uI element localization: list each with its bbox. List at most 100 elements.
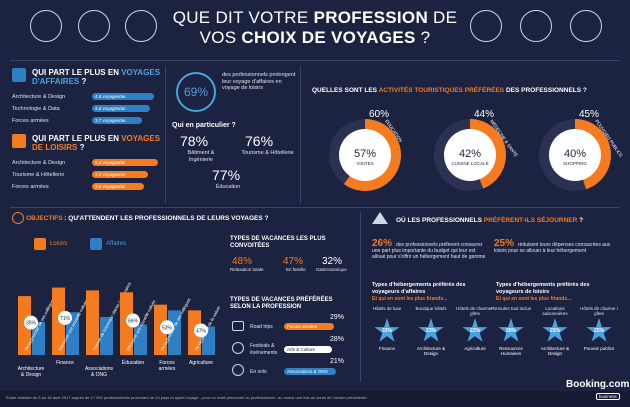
vacances-label: Relaxation totale xyxy=(230,267,264,272)
accommodation-pct: 22% xyxy=(469,328,480,334)
accommodation-type: Locations saisonnières xyxy=(542,306,568,316)
prolong-item-label: Éducation xyxy=(215,184,241,190)
accommodation-pct: 25% xyxy=(593,328,604,334)
palm-icon xyxy=(12,134,26,148)
bar-loisirs xyxy=(86,290,99,355)
prolong-text: des professionnels prolongent leur voyag… xyxy=(222,72,296,91)
sejour-stat2-value: 25% xyxy=(494,238,515,249)
bar-pct-circle xyxy=(24,315,38,330)
accommodation-type: Hôtels de luxe xyxy=(372,306,402,311)
row-label: Architecture & Design xyxy=(12,160,66,166)
vacances-row-label: Festivals & événements xyxy=(250,343,278,356)
lei-heading: Types d'hébergements préférés des voyage… xyxy=(496,282,590,295)
donut-outer-value: 60% xyxy=(369,109,389,120)
affaires-heading: QUI PART LE PLUS EN VOYAGES D'AFFAIRES ? xyxy=(32,68,161,86)
row-label: Forces armées xyxy=(12,184,49,190)
bar-category: Associations xyxy=(85,366,114,372)
vacances-row-value: 29% xyxy=(330,314,345,321)
vacances-label: En famille xyxy=(286,267,306,272)
donut-inner-label: CUISINE LOCALE xyxy=(451,161,488,166)
prolong-item-label: Bâtiment & Ingénierie xyxy=(187,150,215,163)
solo-icon xyxy=(232,364,244,376)
accommodation-item: Hôtels de charme / gîtes 22% Agriculture xyxy=(454,306,496,351)
bar-category: Éducation xyxy=(122,359,144,366)
bar-pct: 66% xyxy=(128,319,139,325)
star-icon: 23% xyxy=(418,318,444,342)
vacances-row-tag: Arts & Culture xyxy=(284,346,332,353)
car-icon xyxy=(232,321,244,331)
accommodation-type: Hôtels de charme / gîtes xyxy=(580,306,618,316)
accommodation-who: Pouvoir publics xyxy=(583,346,615,351)
suitcase-icon xyxy=(12,68,26,82)
accommodation-pct: 23% xyxy=(425,328,436,334)
accommodation-type: Boutique hôtels xyxy=(415,306,447,311)
bar-value: 3,7 voyages/an xyxy=(92,117,142,124)
bar-pct-circle xyxy=(58,310,72,325)
prolong-item-value: 78% xyxy=(180,133,209,149)
donut-outer-value: 44% xyxy=(474,109,494,120)
music-icon xyxy=(232,342,244,354)
loisirs-legend-icon xyxy=(34,238,46,250)
bar-pct-circle xyxy=(160,320,174,335)
donut-outer-value: 45% xyxy=(579,109,599,120)
aff-sub: Et qui en sont les plus friands... xyxy=(372,296,448,302)
star-icon: 22% xyxy=(462,318,488,342)
row-label: Technologie & Data xyxy=(12,106,60,112)
architect-icon xyxy=(30,10,62,42)
bar-affaires xyxy=(134,324,147,355)
bar-pct: 71% xyxy=(60,316,71,322)
donut-inner-value: 57% xyxy=(354,148,376,160)
footer-note: Étude réalisée du 3 au 18 août 2017 aupr… xyxy=(6,395,368,400)
prolong-sub: Qui en particulier ? xyxy=(172,122,236,129)
bar-category: Finance xyxy=(56,360,74,366)
bar-category: Forces xyxy=(159,360,175,366)
donut-inner xyxy=(444,129,496,181)
accommodation-type: Formules tout inclus xyxy=(490,306,532,311)
vacances-row-tag: Associations & ONG xyxy=(284,368,336,375)
legend-loisirs: Loisirs xyxy=(50,241,68,247)
vacances-heading: TYPES DE VACANCES LES PLUS CONVOITÉES xyxy=(230,236,326,249)
row-label: Tourisme & Hôtellerie xyxy=(12,172,65,178)
bar-loisirs xyxy=(120,292,133,355)
star-icon: 25% xyxy=(586,318,612,342)
bar-loisirs xyxy=(52,287,65,355)
sejour-stat2-text: réduisent leurs dépenses consacrées aux … xyxy=(494,242,611,254)
vacances-row-value: 21% xyxy=(330,358,345,365)
accommodation-item: Hôtels de charme / gîtes 25% Pouvoir publi… xyxy=(578,306,620,351)
vacances-label: Gastronomique xyxy=(316,267,347,272)
donut-inner-value: 40% xyxy=(564,148,586,160)
donut-inner-label: VISITES xyxy=(356,161,373,166)
bar-affaires xyxy=(32,321,45,355)
accommodation-item: Boutique hôtels 23% Architecture & Design xyxy=(410,306,452,356)
page-title: QUE DIT VOTRE PROFESSION DE VOS CHOIX DE… xyxy=(172,8,458,47)
bar-loisirs xyxy=(18,296,31,355)
donut-inner xyxy=(339,129,391,181)
vacances-value: 48% xyxy=(232,256,253,267)
donut-inner xyxy=(549,129,601,181)
accommodation-who: Architecture & Design xyxy=(416,346,446,356)
bar-category: Architecture xyxy=(18,366,45,372)
engineer-icon xyxy=(125,10,157,42)
objectifs-heading: OBJECTIFS : QU'ATTENDENT LES PROFESSIONN… xyxy=(26,215,269,222)
accommodation-item: Hôtels de luxe 33% Finance xyxy=(366,306,408,351)
donut-inner-label: SHOPPING xyxy=(563,161,587,166)
prolong-item-value: 77% xyxy=(212,167,241,183)
aff-heading: Types d'hébergements préférés des voyage… xyxy=(372,282,466,295)
accommodation-pct: 25% xyxy=(549,328,560,334)
bar-category: & ONG xyxy=(91,372,107,378)
aff-stars: Hôtels de luxe 33% Finance Boutique hôtels 2… xyxy=(366,306,494,366)
lei-sub: Et qui en sont les plus friands... xyxy=(496,296,572,302)
row-label: Architecture & Design xyxy=(12,94,66,100)
tent-icon xyxy=(372,212,388,224)
donut-inner-value: 42% xyxy=(459,148,481,160)
bar-affaires xyxy=(100,317,113,355)
bar-pct: 35% xyxy=(26,321,37,327)
bar-pct-circle xyxy=(126,313,140,328)
accommodation-who: Ressources Humaines xyxy=(499,346,523,356)
bar-value: 4,6 voyages/an xyxy=(92,105,150,112)
vacances-row-value: 28% xyxy=(330,336,345,343)
designer-icon xyxy=(78,10,110,42)
vacances-value: 32% xyxy=(322,256,343,267)
bar-pct: 53% xyxy=(162,325,173,331)
objectifs-chart: Se rapprocher de ses collègues35%Archite… xyxy=(18,281,222,378)
